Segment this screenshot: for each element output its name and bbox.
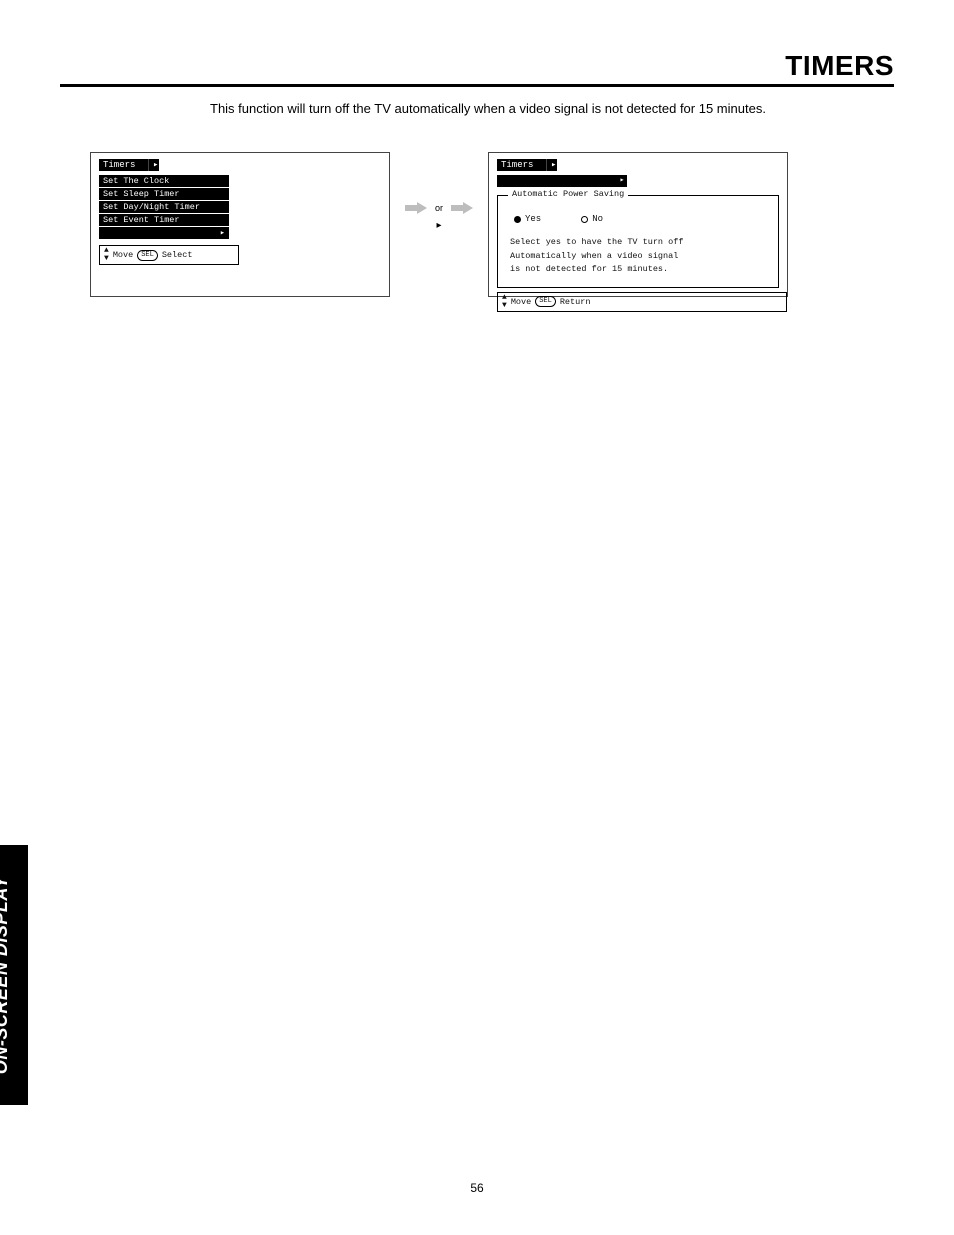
osd-right-title-arrow-icon: ▸ — [547, 159, 557, 171]
osd-right-title: Timers — [497, 159, 547, 171]
big-arrow-icon — [405, 202, 427, 214]
radio-yes-dot-icon — [514, 216, 521, 223]
osd-left-footer: ▲▼ Move SEL Select — [99, 245, 239, 265]
menu-item-set-event-timer[interactable]: Set Event Timer — [99, 214, 229, 226]
menu-item-set-sleep-timer[interactable]: Set Sleep Timer — [99, 188, 229, 200]
side-tab: ON-SCREEN DISPLAY — [0, 845, 28, 1105]
radio-row: Yes No — [514, 214, 768, 224]
updown-icon: ▲▼ — [104, 247, 109, 263]
menu-item-more-arrow-icon: ▸ — [220, 228, 225, 238]
radio-no-label: No — [592, 214, 603, 224]
footer-move-label: Move — [113, 250, 133, 260]
osd-right-sub-arrow-icon: ▸ — [617, 175, 627, 187]
group-legend: Automatic Power Saving — [508, 189, 628, 199]
radio-no[interactable]: No — [581, 214, 603, 224]
osd-panels: Timers ▸ Set The Clock Set Sleep Timer S… — [90, 152, 894, 297]
mid-row-1: or — [405, 202, 473, 214]
big-arrow-icon-2 — [451, 202, 473, 214]
radio-yes[interactable]: Yes — [514, 214, 541, 224]
sel-pill-icon-2: SEL — [535, 296, 556, 307]
menu-item-set-day-night-timer[interactable]: Set Day/Night Timer — [99, 201, 229, 213]
title-bar: TIMERS — [60, 50, 894, 87]
small-triangle-icon: ▸ — [436, 220, 441, 231]
help-line-2: Automatically when a video signal — [510, 250, 768, 264]
updown-icon-2: ▲▼ — [502, 294, 507, 310]
osd-right-title-row: Timers ▸ — [497, 159, 779, 171]
radio-no-dot-icon — [581, 216, 588, 223]
footer-select-label: Select — [162, 250, 193, 260]
footer-return-label: Return — [560, 297, 591, 307]
osd-left-title: Timers — [99, 159, 149, 171]
osd-right-footer: ▲▼ Move SEL Return — [497, 292, 787, 312]
mid-arrows: or ▸ — [404, 152, 474, 231]
footer-move-label-2: Move — [511, 297, 531, 307]
page-title: TIMERS — [60, 50, 894, 82]
osd-right-sub-row: ▸ — [497, 175, 779, 187]
intro-text: This function will turn off the TV autom… — [210, 101, 894, 116]
osd-left-menu: Set The Clock Set Sleep Timer Set Day/Ni… — [99, 175, 381, 239]
menu-item-more[interactable]: ▸ — [99, 227, 229, 239]
osd-right-sub-blank — [497, 175, 617, 187]
help-line-3: is not detected for 15 minutes. — [510, 263, 768, 277]
automatic-power-saving-group: Automatic Power Saving Yes No Select yes… — [497, 195, 779, 288]
or-text: or — [435, 203, 443, 213]
radio-yes-label: Yes — [525, 214, 541, 224]
osd-left: Timers ▸ Set The Clock Set Sleep Timer S… — [90, 152, 390, 297]
page-number: 56 — [0, 1181, 954, 1195]
menu-item-set-clock[interactable]: Set The Clock — [99, 175, 229, 187]
osd-left-title-row: Timers ▸ — [99, 159, 381, 171]
osd-left-title-arrow-icon: ▸ — [149, 159, 159, 171]
help-line-1: Select yes to have the TV turn off — [510, 236, 768, 250]
osd-right: Timers ▸ ▸ Automatic Power Saving Yes No — [488, 152, 788, 297]
mid-row-2: ▸ — [436, 220, 441, 231]
sel-pill-icon: SEL — [137, 250, 158, 261]
